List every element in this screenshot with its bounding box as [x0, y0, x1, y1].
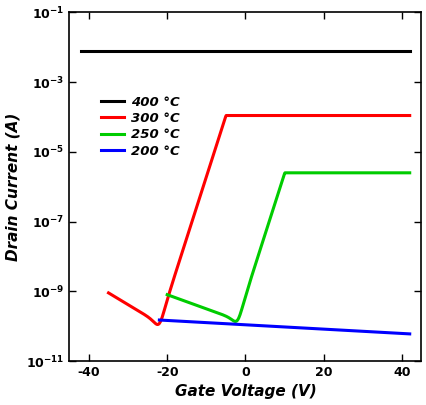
X-axis label: Gate Voltage (V): Gate Voltage (V) [174, 384, 316, 399]
Y-axis label: Drain Current (A): Drain Current (A) [6, 113, 20, 261]
Legend: 400 °C, 300 °C, 250 °C, 200 °C: 400 °C, 300 °C, 250 °C, 200 °C [101, 96, 179, 158]
